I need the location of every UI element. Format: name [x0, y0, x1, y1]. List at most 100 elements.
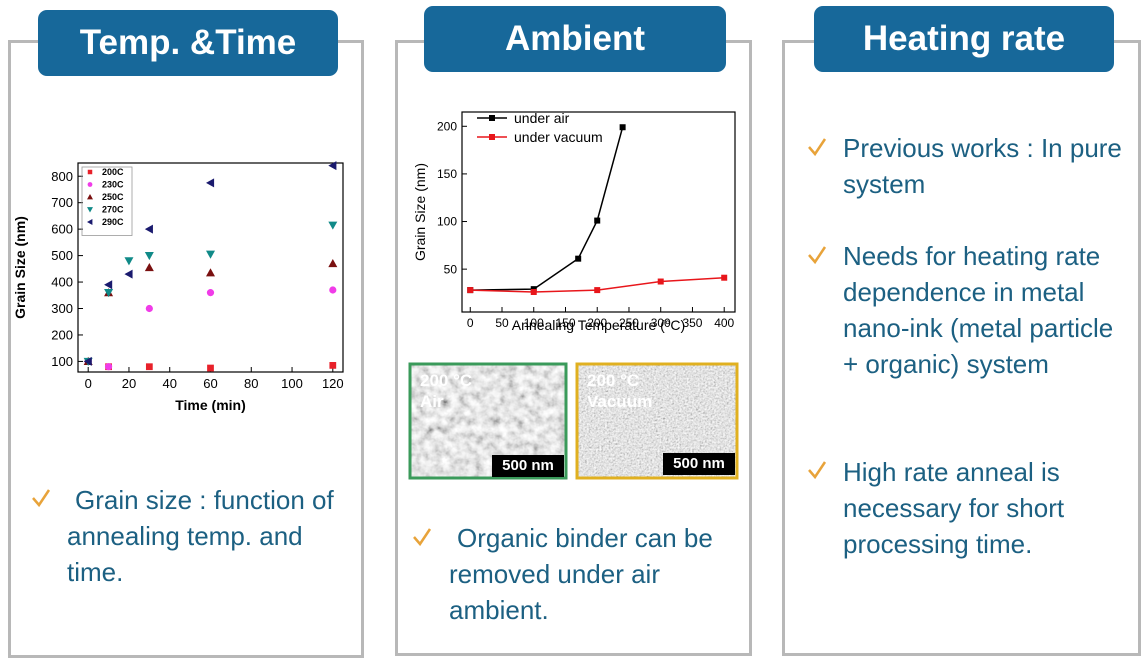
marker	[87, 182, 93, 187]
panel	[395, 40, 752, 656]
bullet-text: Previous works : In pure system	[843, 133, 1122, 199]
check-icon	[808, 138, 827, 157]
image-label: 200 °C	[420, 371, 472, 390]
x-tick-label: 120	[322, 376, 344, 391]
marker	[104, 363, 113, 371]
legend-label: under vacuum	[514, 129, 603, 145]
x-tick-label: 80	[244, 376, 258, 391]
y-tick-label: 100	[437, 215, 457, 229]
marker	[328, 221, 338, 230]
panel-title: Ambient	[424, 6, 726, 72]
marker	[206, 268, 215, 277]
legend-label: 250C	[102, 192, 124, 202]
y-tick-label: 500	[51, 248, 73, 263]
x-tick-label: 50	[495, 316, 509, 330]
marker	[87, 207, 93, 213]
x-tick-label: 400	[714, 316, 734, 330]
legend-label: under air	[514, 110, 570, 126]
scale-bar-bg	[492, 455, 564, 477]
check-icon	[808, 246, 827, 265]
x-tick-label: 300	[651, 316, 671, 330]
legend-box	[81, 166, 133, 236]
panel-title: Heating rate	[814, 6, 1114, 72]
panel	[782, 40, 1141, 656]
x-tick-label: 250	[619, 316, 639, 330]
marker	[328, 161, 337, 171]
y-tick-label: 700	[51, 195, 73, 210]
y-tick-label: 100	[51, 354, 73, 369]
marker	[657, 278, 664, 285]
marker	[87, 169, 93, 175]
y-tick-label: 200	[437, 119, 457, 133]
y-tick-label: 600	[51, 222, 73, 237]
scale-bar-bg	[663, 453, 735, 475]
legend-label: 270C	[102, 205, 124, 215]
marker	[207, 364, 214, 372]
image-label: Air	[420, 392, 444, 411]
marker	[124, 257, 134, 266]
marker	[83, 356, 92, 366]
y-axis-label: Grain Size (nm)	[12, 216, 28, 319]
marker	[594, 287, 601, 294]
scale-label: 500 nm	[673, 455, 725, 472]
marker	[489, 115, 495, 121]
marker	[575, 255, 582, 262]
y-tick-label: 300	[51, 301, 73, 316]
check-icon	[32, 489, 51, 508]
marker	[328, 259, 338, 268]
x-tick-label: 60	[203, 376, 217, 391]
marker	[124, 269, 133, 279]
marker	[489, 134, 495, 140]
marker	[530, 289, 537, 295]
image-border	[408, 362, 568, 480]
x-tick-label: 40	[162, 376, 176, 391]
marker	[144, 224, 153, 234]
marker	[87, 194, 93, 200]
marker	[104, 280, 113, 290]
marker	[145, 304, 153, 313]
marker	[206, 178, 215, 188]
x-tick-label: 150	[555, 316, 575, 330]
x-tick-label: 350	[682, 316, 702, 330]
image-label: Vacuum	[587, 392, 652, 411]
x-tick-label: 20	[122, 376, 136, 391]
panel-title: Temp. &Time	[38, 10, 338, 76]
x-tick-label: 0	[467, 316, 474, 330]
marker	[145, 363, 153, 371]
y-tick-label: 50	[444, 262, 458, 276]
y-tick-label: 400	[51, 275, 73, 290]
marker	[87, 219, 93, 225]
image-label: 200 °C	[587, 371, 639, 390]
y-tick-label: 150	[437, 167, 457, 181]
plot-frame	[461, 111, 736, 313]
x-tick-label: 0	[85, 376, 92, 391]
marker	[467, 287, 474, 294]
marker	[619, 124, 626, 131]
legend-label: 230C	[102, 180, 124, 190]
legend-label: 200C	[102, 167, 124, 177]
marker	[206, 289, 215, 297]
x-tick-label: 100	[281, 376, 303, 391]
marker	[329, 362, 337, 369]
x-axis-label: Annealing Temperature (°C)	[512, 317, 685, 333]
marker	[594, 217, 601, 224]
image-border	[575, 362, 739, 480]
check-icon	[413, 528, 432, 547]
bullet-text: High rate anneal is necessary for short …	[843, 457, 1065, 559]
series-line	[470, 127, 624, 291]
y-tick-label: 800	[51, 169, 73, 184]
marker	[144, 263, 154, 272]
legend-label: 290C	[102, 217, 124, 227]
marker	[144, 251, 154, 261]
x-axis-label: Time (min)	[175, 397, 246, 413]
x-tick-label: 200	[587, 316, 607, 330]
marker	[104, 289, 114, 298]
scale-label: 500 nm	[502, 457, 554, 474]
marker	[206, 250, 215, 259]
marker	[721, 274, 728, 281]
marker	[329, 286, 337, 294]
x-tick-label: 100	[524, 316, 544, 330]
check-icon	[808, 461, 827, 480]
bullet-text: Grain size : function of annealing temp.…	[67, 485, 334, 587]
